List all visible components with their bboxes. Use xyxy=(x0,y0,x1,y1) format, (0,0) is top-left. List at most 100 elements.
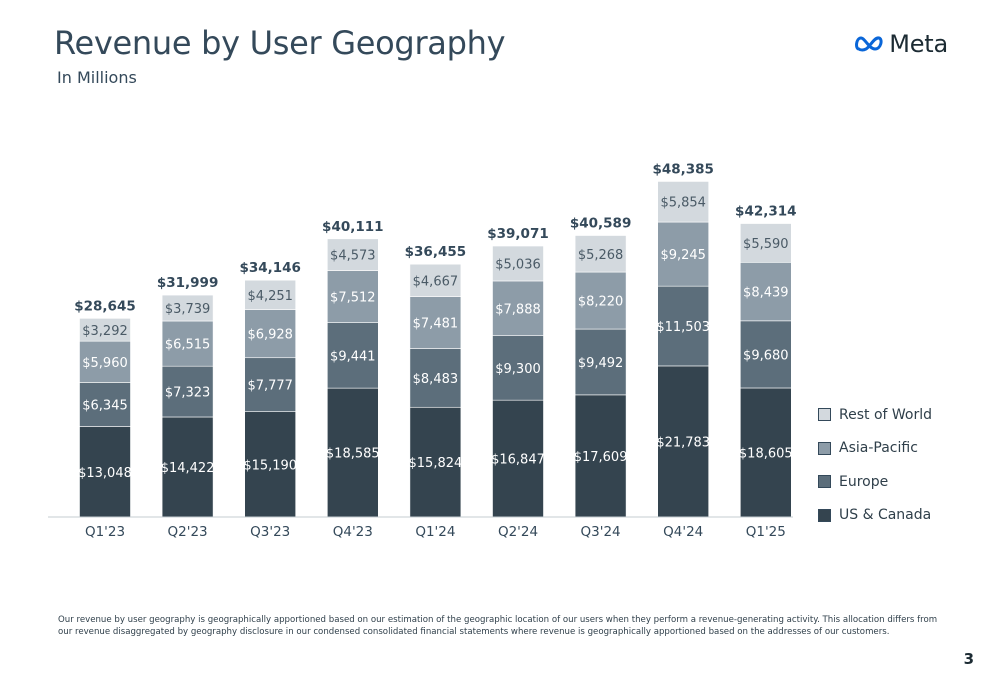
bar-segment xyxy=(409,348,462,408)
bar-segment xyxy=(492,399,544,518)
data-label: $8,483 xyxy=(413,372,459,387)
legend-item-asia-pacific: Asia-Pacific xyxy=(818,432,932,466)
data-label: $6,515 xyxy=(165,338,211,353)
bar-segment xyxy=(326,270,379,323)
data-label: $16,847 xyxy=(491,453,545,468)
footnote: Our revenue by user geography is geograp… xyxy=(58,615,938,637)
data-label: $17,609 xyxy=(574,450,628,465)
bar-segment xyxy=(244,279,296,310)
chart-legend: Rest of World Asia-Pacific Europe US & C… xyxy=(818,398,932,532)
bar-segment xyxy=(326,387,379,518)
data-label: $5,590 xyxy=(743,237,789,252)
bar-segment xyxy=(739,320,792,389)
legend-swatch xyxy=(818,408,831,422)
bar-segment xyxy=(739,387,792,518)
data-label: $11,503 xyxy=(656,320,710,335)
x-tick-label: Q1'25 xyxy=(746,524,786,540)
data-label: $6,345 xyxy=(82,399,128,414)
data-label: $7,512 xyxy=(330,291,376,306)
total-label: $48,385 xyxy=(652,161,714,177)
bar-segment xyxy=(574,235,627,273)
page-subtitle: In Millions xyxy=(57,68,137,87)
bar-segment xyxy=(79,340,131,383)
data-label: $14,422 xyxy=(161,461,215,476)
legend-item-us-canada: US & Canada xyxy=(818,499,932,533)
bar-segment xyxy=(244,357,296,412)
bar-segment xyxy=(326,322,379,389)
total-label: $28,645 xyxy=(74,298,136,314)
bar-segment xyxy=(657,285,710,367)
x-tick-label: Q4'24 xyxy=(663,524,703,540)
x-tick-label: Q3'23 xyxy=(250,524,290,540)
bar-segment xyxy=(409,406,462,518)
data-label: $8,439 xyxy=(743,286,789,301)
revenue-stacked-bar-chart: $13,048 $6,345 $5,960 $3,292 $28,645 Q1'23 $14… xyxy=(48,161,797,540)
data-label: $5,268 xyxy=(578,248,624,263)
bar-segment xyxy=(79,382,131,427)
data-label: $5,036 xyxy=(495,258,541,273)
total-label: $40,589 xyxy=(570,216,632,232)
bar-segment xyxy=(657,181,710,223)
total-label: $34,146 xyxy=(239,260,301,276)
data-label: $15,824 xyxy=(409,456,463,471)
data-label: $18,605 xyxy=(739,446,793,461)
legend-label: Asia-Pacific xyxy=(839,440,918,457)
bar-segment xyxy=(161,320,214,367)
data-label: $13,048 xyxy=(78,466,132,481)
data-label: $9,300 xyxy=(495,362,541,377)
x-tick-label: Q1'23 xyxy=(85,524,125,540)
data-label: $8,220 xyxy=(578,295,624,310)
bar-segment xyxy=(739,262,792,322)
x-tick-label: Q2'24 xyxy=(498,524,538,540)
x-tick-label: Q2'23 xyxy=(168,524,208,540)
bar-segment xyxy=(657,365,710,518)
data-label: $9,441 xyxy=(330,349,376,364)
data-label: $9,680 xyxy=(743,348,789,363)
data-label: $9,492 xyxy=(578,356,624,371)
bar-segment xyxy=(79,426,131,518)
data-label: $3,739 xyxy=(165,302,211,317)
legend-label: Rest of World xyxy=(839,406,933,423)
data-label: $9,245 xyxy=(660,248,706,263)
data-label: $3,292 xyxy=(82,324,128,339)
data-label: $4,251 xyxy=(247,289,293,304)
bar-segment xyxy=(657,221,710,287)
bar-segment xyxy=(409,296,462,349)
data-label: $7,323 xyxy=(165,386,211,401)
data-label: $7,888 xyxy=(495,302,541,317)
bar-segment xyxy=(492,335,544,401)
x-tick-label: Q3'24 xyxy=(581,524,621,540)
total-label: $39,071 xyxy=(487,226,549,242)
data-label: $21,783 xyxy=(656,435,710,450)
data-label: $6,928 xyxy=(247,328,293,343)
bar-segment xyxy=(492,280,544,336)
legend-label: Europe xyxy=(839,473,889,490)
data-label: $4,667 xyxy=(413,274,459,289)
meta-infinity-icon xyxy=(855,36,883,52)
legend-item-europe: Europe xyxy=(818,465,932,499)
legend-label: US & Canada xyxy=(839,507,932,524)
bar-segment xyxy=(574,271,627,330)
bar-segment xyxy=(244,411,296,518)
bar-segment xyxy=(326,238,379,271)
bar-segment xyxy=(492,245,544,282)
data-label: $5,854 xyxy=(660,196,706,211)
page-number: 3 xyxy=(963,650,974,668)
legend-item-rest-of-world: Rest of World xyxy=(818,398,932,432)
legend-swatch xyxy=(818,475,831,489)
bar-segment xyxy=(79,318,131,342)
page-title: Revenue by User Geography xyxy=(54,24,506,62)
x-tick-label: Q1'24 xyxy=(415,524,455,540)
meta-logo-text: Meta xyxy=(889,30,948,58)
data-label: $7,777 xyxy=(247,379,293,394)
total-label: $42,314 xyxy=(735,204,797,220)
bar-segment xyxy=(409,263,462,297)
data-label: $15,190 xyxy=(243,458,297,473)
bar-segment xyxy=(574,394,627,518)
total-label: $40,111 xyxy=(322,219,384,235)
bar-segment xyxy=(161,294,214,322)
total-label: $31,999 xyxy=(157,275,219,291)
data-label: $5,960 xyxy=(82,356,128,371)
data-label: $4,573 xyxy=(330,249,376,264)
bar-segment xyxy=(574,328,627,396)
